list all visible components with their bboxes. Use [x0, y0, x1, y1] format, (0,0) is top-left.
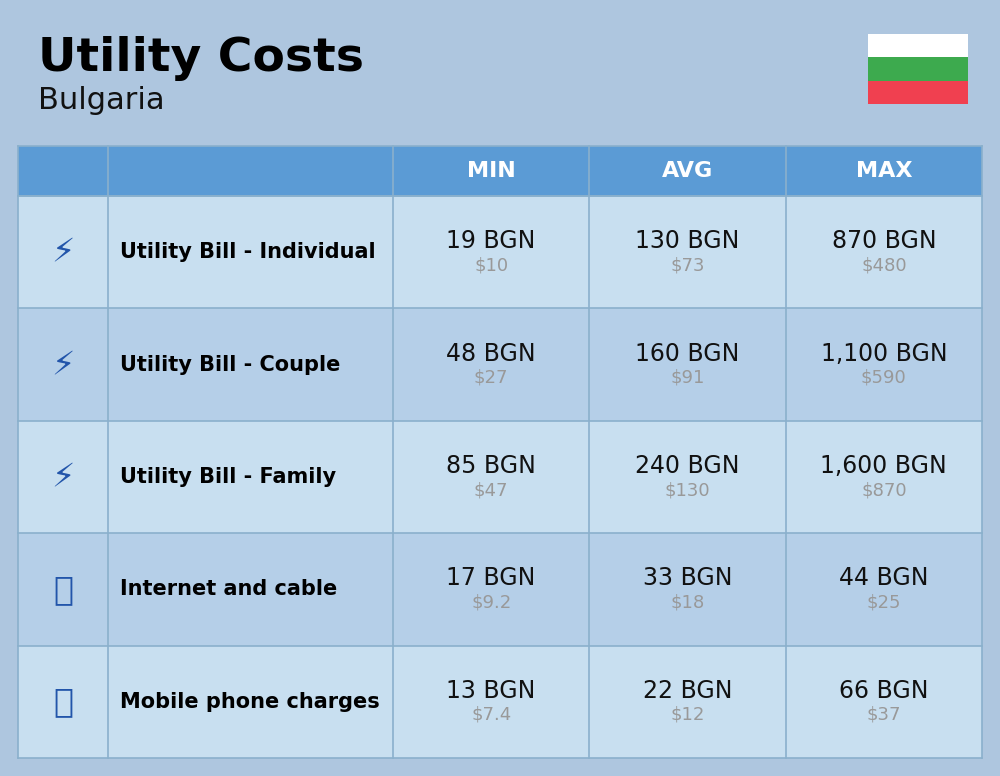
Text: $10: $10 — [474, 256, 508, 274]
Text: 130 BGN: 130 BGN — [635, 229, 740, 253]
Text: $27: $27 — [474, 369, 508, 386]
Text: ⚡: ⚡ — [51, 460, 75, 494]
Text: $25: $25 — [867, 594, 901, 611]
Text: Internet and cable: Internet and cable — [120, 580, 337, 599]
Text: 240 BGN: 240 BGN — [635, 454, 740, 478]
Text: 13 BGN: 13 BGN — [446, 679, 536, 703]
Text: 📶: 📶 — [53, 573, 73, 606]
Text: 1,600 BGN: 1,600 BGN — [820, 454, 947, 478]
Bar — [18, 646, 982, 758]
Text: $12: $12 — [670, 706, 705, 724]
Text: 📱: 📱 — [53, 685, 73, 719]
Bar — [18, 421, 982, 533]
Text: MAX: MAX — [856, 161, 912, 181]
Text: $7.4: $7.4 — [471, 706, 511, 724]
Text: Utility Bill - Couple: Utility Bill - Couple — [120, 355, 340, 375]
Bar — [18, 533, 982, 646]
Text: 19 BGN: 19 BGN — [446, 229, 536, 253]
Text: 160 BGN: 160 BGN — [635, 341, 740, 365]
Bar — [18, 146, 982, 196]
Bar — [868, 81, 968, 104]
Text: 33 BGN: 33 BGN — [643, 566, 732, 591]
Text: Bulgaria: Bulgaria — [38, 86, 165, 115]
Bar — [18, 308, 982, 421]
Text: $18: $18 — [670, 594, 705, 611]
Text: 1,100 BGN: 1,100 BGN — [821, 341, 947, 365]
Text: 44 BGN: 44 BGN — [839, 566, 929, 591]
Text: 66 BGN: 66 BGN — [839, 679, 929, 703]
Text: Utility Bill - Family: Utility Bill - Family — [120, 467, 336, 487]
Text: 85 BGN: 85 BGN — [446, 454, 536, 478]
Text: $91: $91 — [670, 369, 705, 386]
Text: ⚡: ⚡ — [51, 236, 75, 268]
Text: 17 BGN: 17 BGN — [446, 566, 536, 591]
Text: Utility Costs: Utility Costs — [38, 36, 364, 81]
Text: $37: $37 — [867, 706, 901, 724]
Bar — [868, 34, 968, 57]
Text: MIN: MIN — [467, 161, 516, 181]
Text: Utility Bill - Individual: Utility Bill - Individual — [120, 242, 376, 262]
Text: $9.2: $9.2 — [471, 594, 511, 611]
Text: ⚡: ⚡ — [51, 348, 75, 381]
Text: 870 BGN: 870 BGN — [832, 229, 936, 253]
Text: $480: $480 — [861, 256, 907, 274]
Bar — [18, 196, 982, 308]
Text: 22 BGN: 22 BGN — [643, 679, 732, 703]
Text: 48 BGN: 48 BGN — [446, 341, 536, 365]
Text: $870: $870 — [861, 481, 907, 499]
Text: $47: $47 — [474, 481, 508, 499]
Text: $130: $130 — [665, 481, 710, 499]
Text: Mobile phone charges: Mobile phone charges — [120, 691, 380, 712]
Text: $590: $590 — [861, 369, 907, 386]
Text: AVG: AVG — [662, 161, 713, 181]
Text: $73: $73 — [670, 256, 705, 274]
Bar — [868, 57, 968, 81]
